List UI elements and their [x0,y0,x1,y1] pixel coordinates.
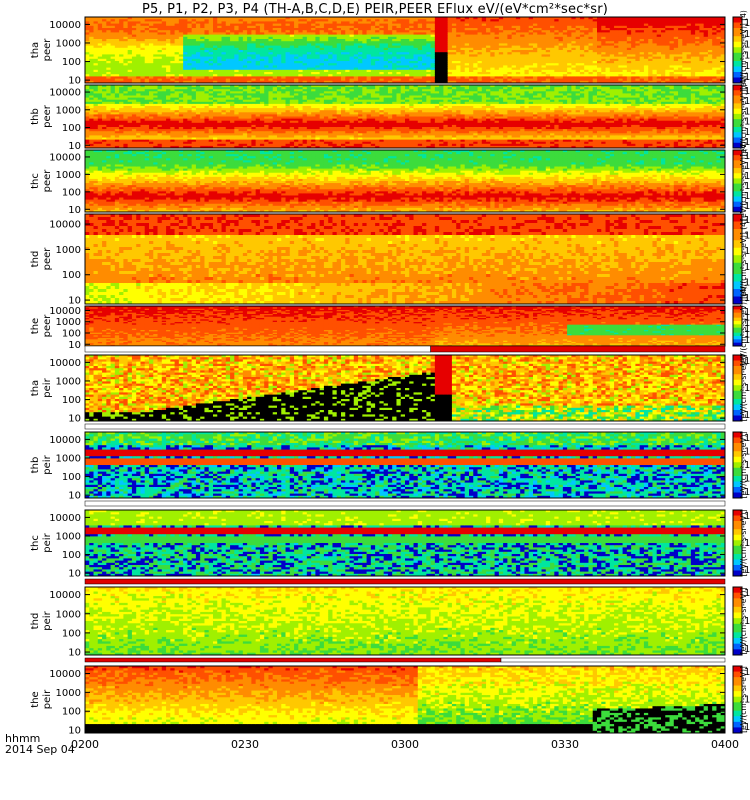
panel-tha_peer: 10100100010000thapeer10⁸10⁷10⁶10⁵10⁴10³ [30,17,750,87]
